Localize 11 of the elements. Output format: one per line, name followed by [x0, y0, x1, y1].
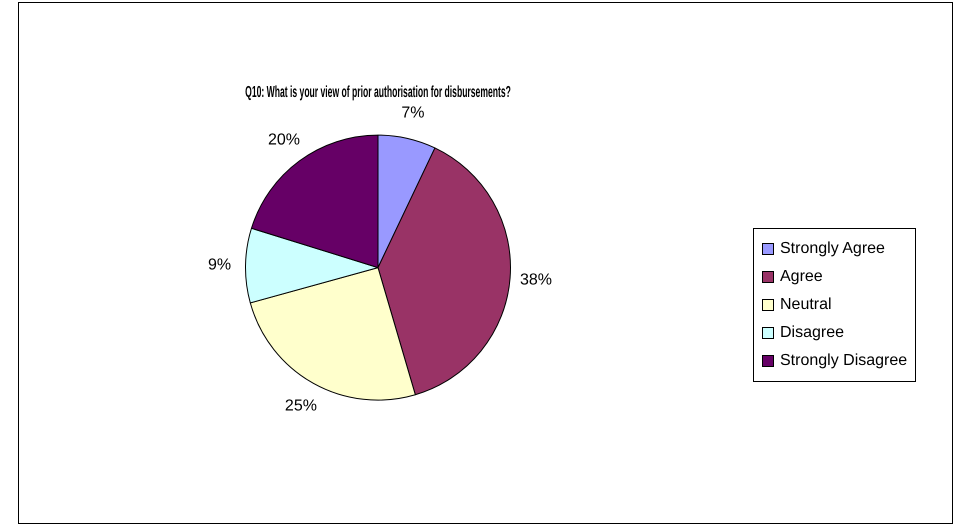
legend-label: Neutral	[780, 295, 832, 315]
legend-label: Agree	[780, 267, 823, 287]
legend-label: Strongly Agree	[780, 239, 885, 259]
data-label: 20%	[268, 131, 300, 148]
legend-label: Disagree	[780, 323, 844, 343]
data-label: 7%	[401, 104, 424, 122]
data-label: 38%	[520, 272, 552, 289]
legend-label: Strongly Disagree	[780, 351, 908, 371]
data-label: 9%	[208, 256, 232, 274]
chart-title: Q10: What is your view of prior authorisation for disbursements?	[245, 82, 511, 101]
data-label: 25%	[284, 398, 317, 415]
